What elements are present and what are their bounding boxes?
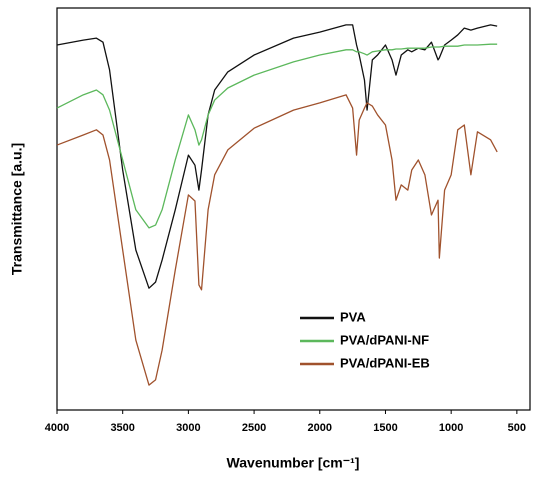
legend-label: PVA	[340, 309, 366, 324]
x-tick-label: 2500	[242, 422, 266, 434]
series-line	[56, 24, 498, 289]
x-tick-label: 3500	[110, 422, 134, 434]
x-tick-label: 2000	[308, 422, 332, 434]
legend-label: PVA/dPANI-EB	[340, 355, 430, 370]
x-tick-label: 4000	[45, 422, 69, 434]
x-tick-label: 1500	[373, 422, 397, 434]
x-tick-label: 3000	[176, 422, 200, 434]
plot-frame	[56, 7, 531, 411]
x-axis-title: Wavenumber [cm⁻¹]	[227, 455, 360, 471]
series-line	[56, 94, 498, 386]
series-line	[56, 43, 498, 229]
x-tick-label: 500	[508, 422, 526, 434]
x-tick-label: 1000	[439, 422, 463, 434]
legend-label: PVA/dPANI-NF	[340, 332, 429, 347]
y-axis-title: Transmittance [a.u.]	[9, 143, 25, 275]
